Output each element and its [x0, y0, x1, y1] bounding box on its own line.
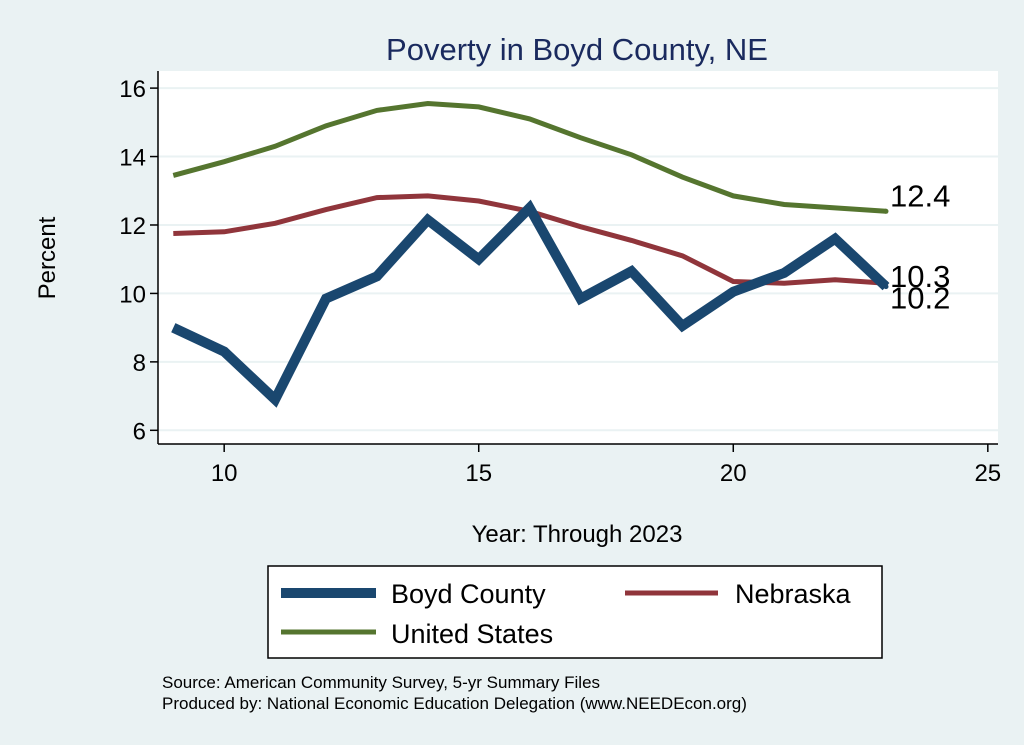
series-line-boyd-county [171, 199, 890, 408]
y-tick-label-16: 16 [119, 76, 146, 103]
y-tick-label-14: 14 [119, 145, 146, 172]
source-note: Source: American Community Survey, 5-yr … [162, 673, 600, 692]
x-axis-title: Year: Through 2023 [472, 521, 683, 548]
legend-label-boyd-county: Boyd County [391, 579, 546, 609]
y-axis-title: Percent [34, 216, 61, 299]
legend-label-nebraska: Nebraska [735, 579, 852, 609]
end-labels: 10.210.3 12.4 [890, 178, 950, 315]
x-tick-label-15: 15 [465, 460, 492, 487]
y-tick-label-8: 8 [133, 350, 146, 377]
y-tick-label-12: 12 [119, 213, 146, 240]
x-tick-label-10: 10 [211, 460, 238, 487]
x-tick-label-25: 25 [974, 460, 1001, 487]
end-label-nebraska: 10.3 [890, 259, 950, 294]
end-label-united-states: 12.4 [890, 178, 950, 213]
legend-label-united-states: United States [391, 619, 553, 649]
series-line-united-states [172, 100, 887, 214]
chart-title: Poverty in Boyd County, NE [386, 32, 768, 67]
legend: Boyd County Nebraska United States [267, 565, 883, 659]
legend-box [267, 565, 883, 659]
end-label-boyd-county: 10.2 [890, 281, 950, 316]
y-tick-label-10: 10 [119, 281, 146, 308]
axes: 6 8 10 12 14 16 10 15 20 25 [119, 71, 1001, 487]
y-tick-label-6: 6 [133, 418, 146, 445]
series-end-point-boyd-county [883, 284, 889, 290]
series-end-point-united-states [883, 208, 889, 214]
produced-by-note: Produced by: National Economic Education… [162, 694, 747, 713]
series-lines [171, 100, 890, 408]
x-tick-label-20: 20 [720, 460, 747, 487]
